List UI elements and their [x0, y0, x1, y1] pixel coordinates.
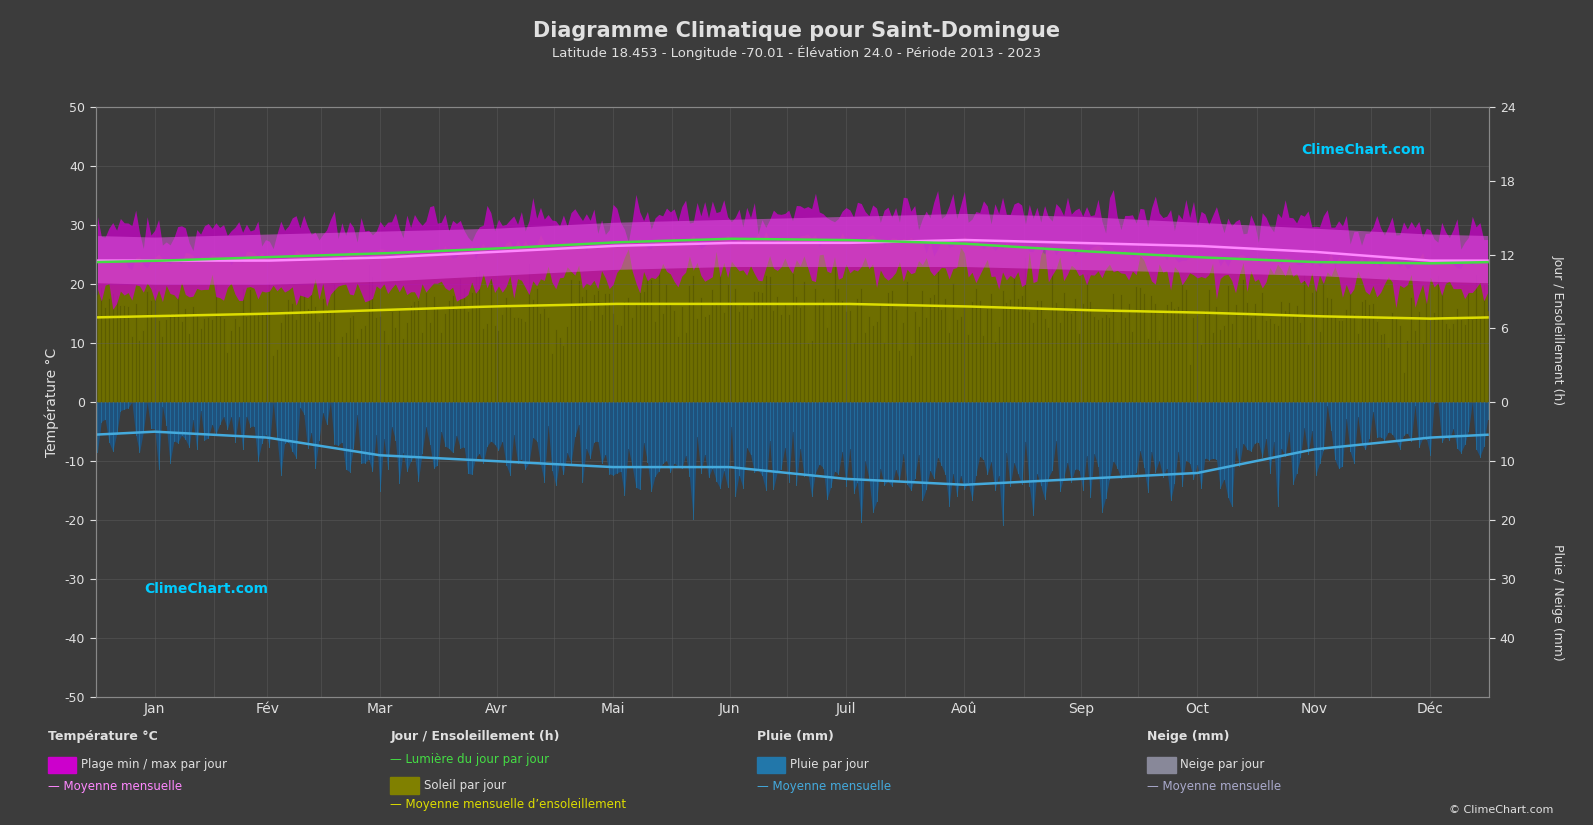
- Text: Jour / Ensoleillement (h): Jour / Ensoleillement (h): [390, 730, 559, 743]
- Text: Diagramme Climatique pour Saint-Domingue: Diagramme Climatique pour Saint-Domingue: [534, 21, 1059, 40]
- Text: — Moyenne mensuelle: — Moyenne mensuelle: [48, 780, 182, 793]
- Text: Neige par jour: Neige par jour: [1180, 758, 1265, 771]
- Text: ClimeChart.com: ClimeChart.com: [1301, 143, 1426, 157]
- Text: — Moyenne mensuelle: — Moyenne mensuelle: [757, 780, 890, 793]
- Text: Pluie / Neige (mm): Pluie / Neige (mm): [1552, 544, 1564, 661]
- Text: Soleil par jour: Soleil par jour: [424, 779, 507, 792]
- Text: Neige (mm): Neige (mm): [1147, 730, 1230, 743]
- Text: Température °C: Température °C: [48, 730, 158, 743]
- Text: Plage min / max par jour: Plage min / max par jour: [81, 758, 228, 771]
- Text: Pluie par jour: Pluie par jour: [790, 758, 868, 771]
- Text: Latitude 18.453 - Longitude -70.01 - Élévation 24.0 - Période 2013 - 2023: Latitude 18.453 - Longitude -70.01 - Élé…: [551, 45, 1042, 60]
- Text: — Moyenne mensuelle d’ensoleillement: — Moyenne mensuelle d’ensoleillement: [390, 798, 626, 811]
- Text: — Moyenne mensuelle: — Moyenne mensuelle: [1147, 780, 1281, 793]
- Text: Jour / Ensoleillement (h): Jour / Ensoleillement (h): [1552, 255, 1564, 405]
- Text: — Lumière du jour par jour: — Lumière du jour par jour: [390, 753, 550, 766]
- Y-axis label: Température °C: Température °C: [45, 347, 59, 457]
- Text: ClimeChart.com: ClimeChart.com: [145, 582, 268, 596]
- Text: © ClimeChart.com: © ClimeChart.com: [1448, 805, 1553, 815]
- Text: Pluie (mm): Pluie (mm): [757, 730, 833, 743]
